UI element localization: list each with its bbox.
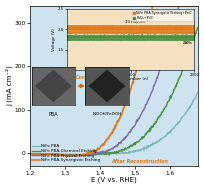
Text: Deep: Deep: [75, 75, 88, 80]
NiFe PBA: [134, 150, 136, 152]
NiFe PBA: [95, 153, 97, 156]
NiFe PBA-Physical Etching: [95, 153, 98, 155]
X-axis label: E (V vs. RHE): E (V vs. RHE): [90, 177, 136, 184]
NiFe PBA: [105, 154, 108, 156]
Line: NiFe PBA-Chemical Etching: NiFe PBA-Chemical Etching: [30, 28, 197, 155]
NiFe PBA: [83, 153, 85, 156]
NiFe PBA-Chemical Etching: [134, 142, 136, 144]
NiFe PBA-Physical Etching: [177, 4, 180, 7]
NiFe PBA-Synergistic Etching: [49, 153, 51, 156]
NiFe PBA-Synergistic Etching: [151, 4, 153, 7]
Line: NiFe PBA: NiFe PBA: [30, 93, 197, 155]
NiFe PBA-Physical Etching: [49, 153, 51, 155]
NiFe PBA-Physical Etching: [195, 4, 198, 7]
NiFe PBA-Synergistic Etching: [95, 149, 98, 152]
NiFe PBA-Physical Etching: [29, 153, 31, 155]
NiFe PBA-Chemical Etching: [29, 153, 31, 155]
NiFe PBA: [195, 92, 198, 94]
NiFe PBA-Synergistic Etching: [134, 71, 136, 74]
NiFe PBA-Physical Etching: [76, 154, 78, 157]
NiFe PBA: [29, 153, 31, 155]
NiFe PBA-Chemical Etching: [149, 125, 152, 127]
NiFe PBA: [149, 143, 152, 146]
NiFe PBA-Synergistic Etching: [149, 10, 152, 12]
NiFe PBA-Chemical Etching: [76, 154, 78, 156]
NiFe PBA-Chemical Etching: [83, 154, 86, 156]
NiFe PBA-Synergistic Etching: [70, 155, 72, 157]
NiFe PBA-Physical Etching: [134, 122, 136, 125]
NiFe PBA: [150, 144, 153, 146]
NiFe PBA-Synergistic Etching: [150, 6, 153, 9]
NiFe PBA-Chemical Etching: [49, 153, 51, 156]
NiFe PBA-Chemical Etching: [195, 26, 198, 29]
NiFe PBA-Chemical Etching: [150, 125, 153, 127]
NiFe PBA-Synergistic Etching: [195, 4, 198, 7]
NiFe PBA-Synergistic Etching: [29, 153, 31, 156]
NiFe PBA-Chemical Etching: [95, 153, 98, 156]
NiFe PBA-Synergistic Etching: [83, 153, 86, 156]
NiFe PBA-Physical Etching: [150, 90, 153, 92]
NiFe PBA-Physical Etching: [83, 154, 86, 156]
Text: After Reconstruction: After Reconstruction: [110, 159, 167, 164]
Line: NiFe PBA-Physical Etching: NiFe PBA-Physical Etching: [30, 5, 197, 156]
Line: NiFe PBA-Synergistic Etching: NiFe PBA-Synergistic Etching: [30, 5, 197, 156]
Y-axis label: j (mA cm⁻²): j (mA cm⁻²): [6, 66, 13, 106]
NiFe PBA-Physical Etching: [149, 91, 152, 94]
NiFe PBA: [49, 153, 51, 155]
Legend: NiFe PBA, NiFe PBA-Chemical Etching, NiFe PBA-Physical Etching, NiFe PBA-Synergi: NiFe PBA, NiFe PBA-Chemical Etching, NiF…: [32, 144, 100, 163]
